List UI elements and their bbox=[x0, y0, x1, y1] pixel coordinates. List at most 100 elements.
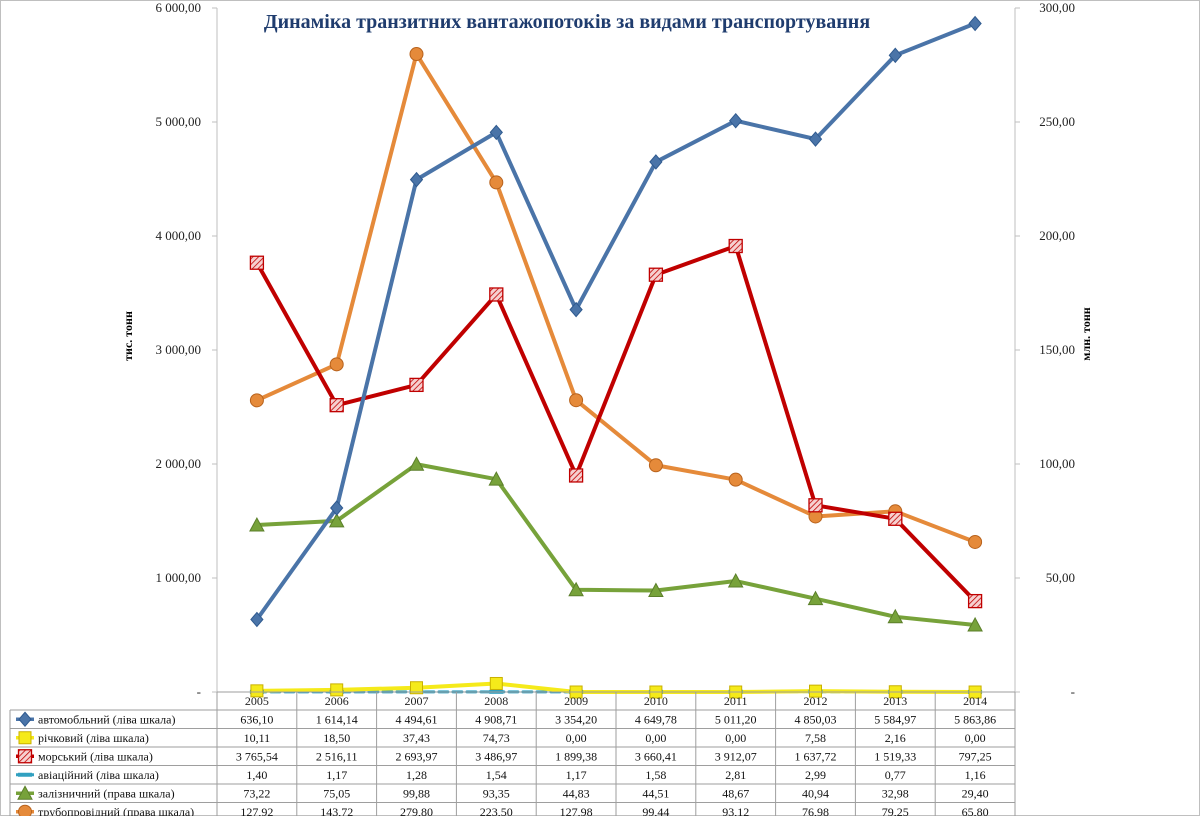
data-point bbox=[489, 124, 503, 141]
data-point bbox=[967, 593, 983, 609]
category-label: 2011 bbox=[724, 694, 748, 708]
table-cell: 5 863,86 bbox=[954, 712, 996, 726]
data-point bbox=[250, 684, 264, 698]
data-point bbox=[729, 112, 743, 129]
table-cell: 3 912,07 bbox=[715, 749, 757, 763]
table-cell: 0,00 bbox=[725, 731, 746, 745]
category-label: 2008 bbox=[484, 694, 508, 708]
category-label: 2014 bbox=[963, 694, 987, 708]
left-tick-label: 6 000,00 bbox=[156, 0, 202, 15]
table-cell: 76,98 bbox=[802, 805, 829, 816]
category-label: 2012 bbox=[804, 694, 828, 708]
data-point bbox=[489, 287, 504, 302]
table-cell: 4 908,71 bbox=[475, 712, 517, 726]
table-cell: 1 899,38 bbox=[555, 749, 597, 763]
left-tick-label: 4 000,00 bbox=[156, 228, 202, 243]
series-line bbox=[254, 244, 978, 604]
table-cell: 32,98 bbox=[882, 786, 909, 800]
left-tick-label: 1 000,00 bbox=[156, 570, 202, 585]
table-cell: 1,58 bbox=[645, 768, 666, 782]
table-cell: 1,28 bbox=[406, 768, 427, 782]
right-tick-label: 50,00 bbox=[1046, 570, 1075, 585]
legend-label: річковий (ліва шкала) bbox=[38, 731, 149, 745]
data-point bbox=[968, 15, 982, 32]
data-point bbox=[409, 47, 424, 62]
table-cell: 2 516,11 bbox=[316, 749, 358, 763]
data-point bbox=[568, 581, 584, 597]
table-cell: 1 614,14 bbox=[316, 712, 358, 726]
data-point bbox=[408, 456, 425, 471]
category-label: 2010 bbox=[644, 694, 668, 708]
table-cell: 0,77 bbox=[885, 768, 906, 782]
data-point bbox=[18, 772, 32, 777]
table-cell: 75,05 bbox=[323, 786, 350, 800]
data-point bbox=[17, 749, 33, 764]
table-cell: 636,10 bbox=[240, 712, 273, 726]
table-cell: 1,40 bbox=[246, 768, 267, 782]
data-point bbox=[18, 731, 32, 745]
right-tick-label: 100,00 bbox=[1039, 456, 1075, 471]
series-line bbox=[254, 21, 978, 622]
table-cell: 1,54 bbox=[486, 768, 507, 782]
category-label: 2006 bbox=[325, 694, 349, 708]
left-tick-label: - bbox=[197, 684, 201, 699]
data-point bbox=[329, 398, 344, 413]
data-point bbox=[888, 47, 902, 64]
category-label: 2005 bbox=[245, 694, 269, 708]
series-line bbox=[254, 681, 978, 694]
table-cell: 3 765,54 bbox=[236, 749, 278, 763]
category-label: 2013 bbox=[883, 694, 907, 708]
table-cell: 5 584,97 bbox=[874, 712, 916, 726]
table-cell: 74,73 bbox=[483, 731, 510, 745]
data-point bbox=[727, 572, 744, 588]
data-point bbox=[249, 393, 264, 408]
data-point bbox=[568, 468, 584, 483]
data-point bbox=[489, 676, 503, 690]
data-point bbox=[249, 255, 265, 270]
table-cell: 1,16 bbox=[965, 768, 986, 782]
table-cell: 2,99 bbox=[805, 768, 826, 782]
legend-label: трубопровідний (права шкала) bbox=[38, 805, 194, 816]
data-point bbox=[249, 517, 265, 532]
data-point bbox=[328, 512, 345, 528]
data-point bbox=[488, 471, 505, 486]
table-cell: 5 011,20 bbox=[715, 712, 757, 726]
table-cell: 2 693,97 bbox=[396, 749, 438, 763]
table-cell: 93,12 bbox=[722, 805, 749, 816]
table-cell: 3 486,97 bbox=[475, 749, 517, 763]
series-line bbox=[254, 462, 978, 627]
data-point bbox=[330, 500, 344, 516]
table-cell: 797,25 bbox=[959, 749, 992, 763]
table-cell: 37,43 bbox=[403, 731, 430, 745]
left-axis-title: тис. тонн bbox=[121, 311, 135, 361]
chart-title: Динаміка транзитних вантажопотоків за ви… bbox=[264, 11, 870, 33]
table-cell: 29,40 bbox=[962, 786, 989, 800]
data-point bbox=[569, 301, 583, 318]
data-point bbox=[409, 171, 424, 188]
table-cell: 7,58 bbox=[805, 731, 826, 745]
legend-label: морський (ліва шкала) bbox=[38, 749, 153, 763]
data-point bbox=[649, 154, 663, 170]
table-cell: 0,00 bbox=[645, 731, 666, 745]
table-cell: 127,98 bbox=[560, 805, 593, 816]
data-point bbox=[648, 582, 664, 598]
table-cell: 44,83 bbox=[563, 786, 590, 800]
data-point bbox=[728, 472, 743, 487]
right-tick-label: - bbox=[1071, 684, 1075, 699]
table-cell: 4 494,61 bbox=[396, 712, 438, 726]
table-cell: 3 354,20 bbox=[555, 712, 597, 726]
table-cell: 127,92 bbox=[240, 805, 273, 816]
left-tick-label: 3 000,00 bbox=[156, 342, 202, 357]
table-cell: 99,44 bbox=[642, 805, 669, 816]
table-cell: 73,22 bbox=[243, 786, 270, 800]
table-cell: 1,17 bbox=[326, 768, 347, 782]
data-point bbox=[967, 616, 983, 632]
table-cell: 44,51 bbox=[642, 786, 669, 800]
data-point bbox=[887, 608, 904, 624]
data-point bbox=[409, 377, 424, 393]
left-tick-label: 2 000,00 bbox=[156, 456, 202, 471]
data-point bbox=[728, 238, 743, 254]
data-point bbox=[18, 804, 32, 816]
data-point bbox=[17, 785, 33, 800]
